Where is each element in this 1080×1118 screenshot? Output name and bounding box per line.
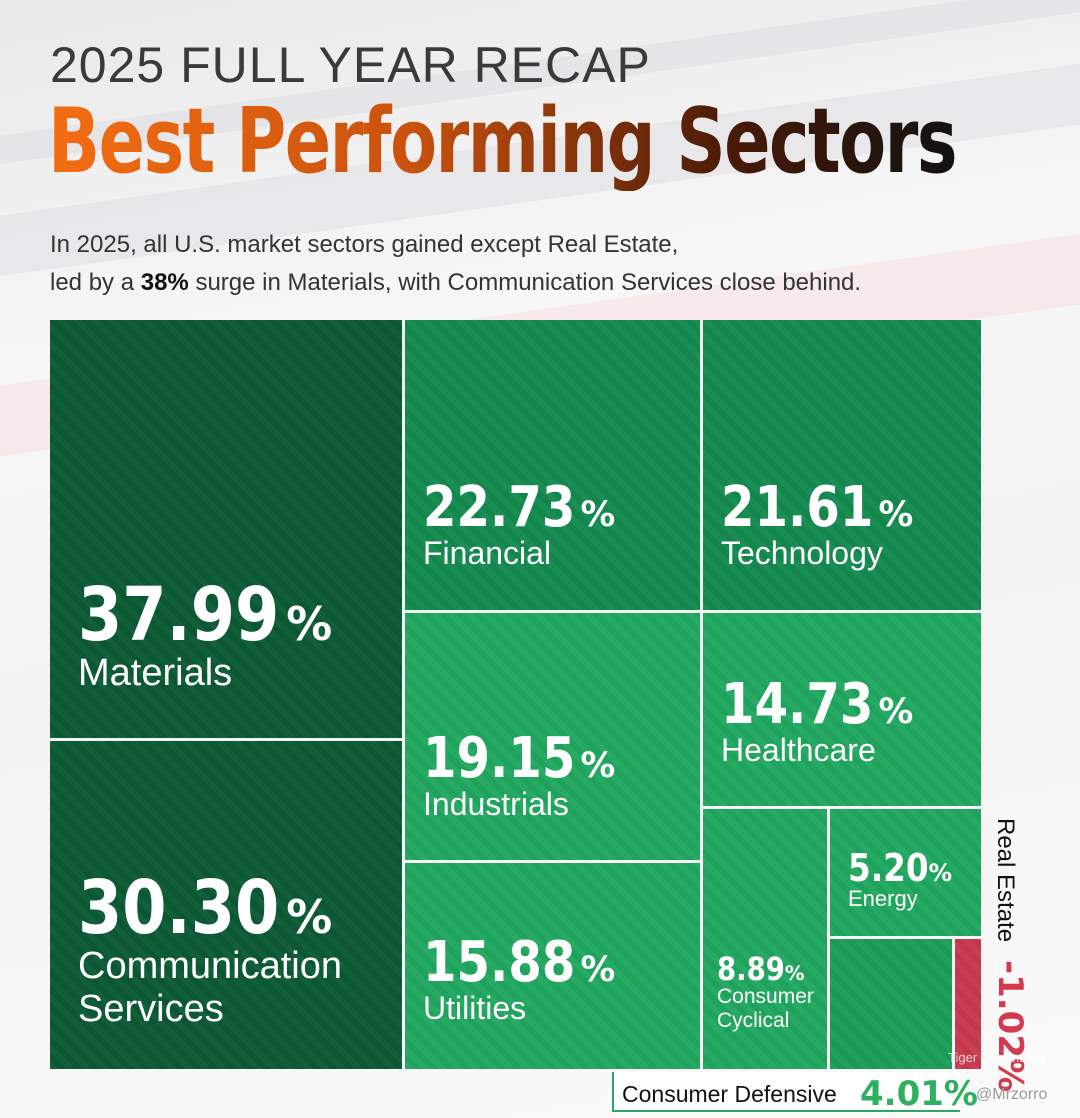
tile-label: Utilities	[423, 990, 527, 1026]
subtitle-line-1: In 2025, all U.S. market sectors gained …	[50, 231, 679, 258]
real-estate-value: -1.02	[990, 960, 1030, 1058]
tile-label: Services	[78, 987, 224, 1030]
tile-value: 37.99%	[78, 572, 333, 658]
subtitle: In 2025, all U.S. market sectors gained …	[50, 226, 861, 302]
tile-value: 19.15%	[423, 726, 616, 791]
real-estate-pct: -1.02%	[990, 960, 1030, 1092]
tile-value: 15.88%	[423, 930, 616, 995]
tile-real-estate	[955, 939, 981, 1069]
consumer-defensive-pct: 4.01%	[860, 1074, 978, 1114]
consumer-defensive-label: Consumer Defensive	[622, 1081, 837, 1107]
tile-financial: 22.73% Financial	[405, 320, 700, 610]
consumer-defensive-value: 4.01	[860, 1074, 944, 1114]
tile-energy: 5.20% Energy	[830, 809, 981, 936]
tile-value: 21.61%	[721, 475, 914, 540]
tile-label: Financial	[423, 535, 552, 571]
watermark-community: Tiger Community	[948, 1050, 1047, 1065]
subtitle-highlight: 38%	[140, 269, 189, 296]
tile-healthcare: 14.73% Healthcare	[703, 613, 981, 806]
tile-value: 22.73%	[423, 475, 616, 540]
tile-technology: 21.61% Technology	[703, 320, 981, 610]
tile-consumer-defensive	[830, 939, 952, 1069]
main-title: Best Performing Sectors	[48, 89, 958, 194]
consumer-defensive-callout: Consumer Defensive 4.01%	[612, 1072, 978, 1114]
tile-label: Energy	[848, 886, 918, 911]
real-estate-label: Real Estate	[992, 818, 1019, 943]
tile-label: Industrials	[423, 786, 569, 822]
tile-label: Healthcare	[721, 732, 876, 768]
tile-label: Cyclical	[717, 1008, 790, 1032]
tile-communication-services: 30.30% Communication Services	[50, 741, 402, 1069]
tile-materials: 37.99% Materials	[50, 320, 402, 738]
subtitle-line-2: led by a 38% surge in Materials, with Co…	[50, 264, 861, 302]
subtitle-text: led by a	[50, 269, 141, 296]
subtitle-text: surge in Materials, with Communication S…	[188, 269, 862, 296]
tile-value: 5.20%	[848, 846, 953, 890]
tile-label: Materials	[78, 652, 233, 694]
tile-value: 30.30%	[78, 865, 333, 951]
tile-industrials: 19.15% Industrials	[405, 613, 700, 860]
tile-value: 8.89%	[717, 950, 805, 988]
recap-title: 2025 FULL YEAR RECAP	[50, 37, 651, 93]
tile-label: Technology	[721, 535, 883, 571]
tile-utilities: 15.88% Utilities	[405, 863, 700, 1069]
tile-label: Communication	[78, 945, 342, 987]
tile-label: Consumer	[717, 985, 814, 1008]
tile-value: 14.73%	[721, 672, 914, 737]
consumer-defensive-unit: %	[943, 1074, 978, 1114]
tile-consumer-cyclical: 8.89% Consumer Cyclical	[703, 809, 827, 1069]
watermark-handle: @Mrzorro	[976, 1086, 1048, 1103]
real-estate-unit: %	[990, 1058, 1030, 1093]
